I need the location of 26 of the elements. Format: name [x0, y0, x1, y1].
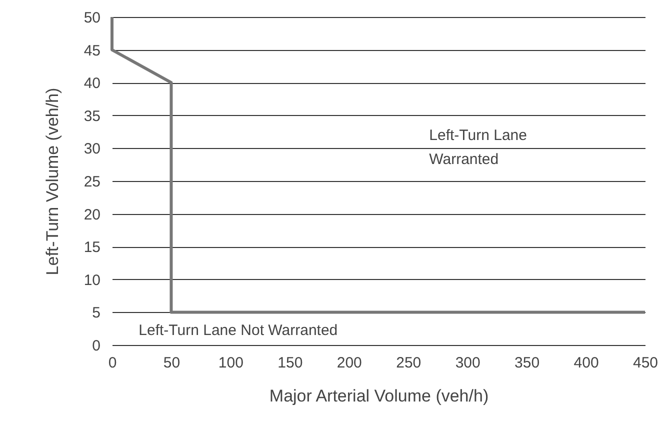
y-tick-label: 40: [84, 75, 100, 92]
y-tick-label: 30: [84, 140, 100, 158]
annotation: Left-Turn Lane Not Warranted: [138, 322, 338, 340]
x-tick-label: 200: [336, 354, 362, 372]
y-tick-label: 10: [84, 272, 100, 289]
y-tick-label: 20: [84, 206, 100, 224]
x-tick-label: 50: [163, 354, 180, 372]
y-tick-label: 25: [84, 174, 100, 190]
x-tick-label: 350: [514, 354, 540, 372]
annotation: Left-Turn Lane Warranted: [429, 127, 527, 168]
x-tick-label: 450: [632, 354, 658, 372]
y-tick-label: 0: [92, 338, 100, 354]
x-tick-label: 150: [278, 354, 303, 372]
x-tick-label: 100: [218, 354, 244, 372]
x-tick-label: 0: [108, 354, 117, 372]
x-tick-label: 300: [455, 354, 480, 372]
y-axis-title: Left-Turn Volume (veh/h): [42, 88, 62, 276]
y-tick-label: 50: [84, 10, 100, 26]
y-tick-label: 35: [84, 108, 100, 125]
y-tick-label: 15: [84, 239, 100, 256]
x-tick-label: 400: [574, 354, 599, 372]
x-tick-label: 250: [396, 354, 422, 372]
y-tick-label: 45: [84, 42, 100, 60]
x-axis-title: Major Arterial Volume (veh/h): [269, 386, 489, 406]
y-tick-label: 5: [92, 304, 100, 322]
line-series: [110, 16, 646, 314]
